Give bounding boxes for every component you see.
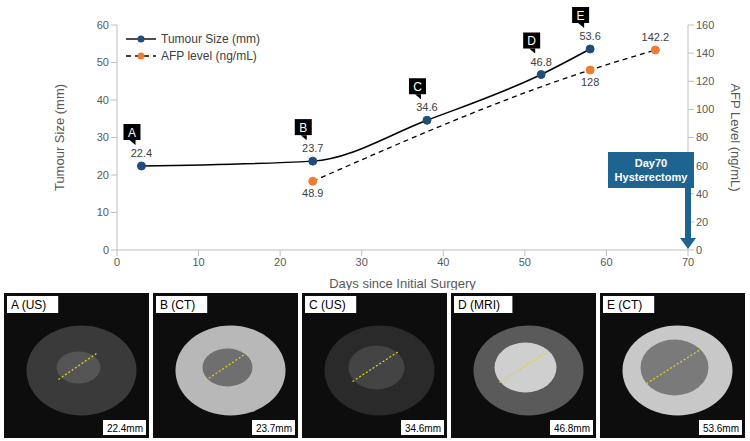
- html-text:Tumour Size (mm): Tumour Size (mm): [161, 31, 260, 46]
- svg-text:C (US): C (US): [309, 298, 346, 312]
- svg-text:30: 30: [356, 256, 368, 268]
- svg-text:D: D: [527, 34, 536, 48]
- svg-text:100: 100: [696, 103, 714, 115]
- svg-text:40: 40: [437, 256, 449, 268]
- svg-text:60: 60: [97, 19, 109, 31]
- svg-text:Hysterectomy: Hysterectomy: [615, 171, 689, 183]
- svg-text:80: 80: [696, 131, 708, 143]
- svg-text:53.6: 53.6: [579, 30, 600, 42]
- svg-text:Days since Initial Surgery: Days since Initial Surgery: [329, 276, 476, 290]
- svg-text:0: 0: [696, 244, 702, 256]
- svg-text:D (MRI): D (MRI): [458, 298, 500, 312]
- svg-text:22.4mm: 22.4mm: [107, 423, 143, 434]
- svg-text:128: 128: [581, 76, 599, 88]
- svg-text:48.9: 48.9: [302, 187, 323, 199]
- html-text:AFP level (ng/mL): AFP level (ng/mL): [161, 48, 257, 63]
- svg-text:C: C: [413, 80, 422, 94]
- svg-text:E: E: [577, 9, 585, 23]
- svg-text:20: 20: [274, 256, 286, 268]
- svg-text:50: 50: [97, 56, 109, 68]
- svg-text:AFP Level (ng/mL): AFP Level (ng/mL): [728, 83, 743, 191]
- svg-text:A (US): A (US): [11, 298, 46, 312]
- svg-text:142.2: 142.2: [642, 31, 670, 43]
- svg-text:20: 20: [97, 169, 109, 181]
- svg-text:40: 40: [97, 94, 109, 106]
- svg-text:60: 60: [600, 256, 612, 268]
- svg-text:0: 0: [103, 244, 109, 256]
- svg-text:20: 20: [696, 216, 708, 228]
- svg-text:120: 120: [696, 75, 714, 87]
- svg-text:E (CT): E (CT): [607, 298, 642, 312]
- svg-text:70: 70: [682, 256, 694, 268]
- svg-text:23.7mm: 23.7mm: [256, 423, 292, 434]
- svg-text:40: 40: [696, 188, 708, 200]
- svg-text:Day70: Day70: [635, 157, 667, 169]
- svg-text:160: 160: [696, 19, 714, 31]
- svg-text:10: 10: [97, 206, 109, 218]
- svg-text:60: 60: [696, 160, 708, 172]
- svg-text:53.6mm: 53.6mm: [703, 423, 739, 434]
- svg-text:23.7: 23.7: [302, 142, 323, 154]
- svg-text:B (CT): B (CT): [160, 298, 195, 312]
- svg-text:46.8: 46.8: [530, 56, 551, 68]
- svg-text:10: 10: [192, 256, 204, 268]
- svg-text:46.8mm: 46.8mm: [554, 423, 590, 434]
- svg-text:140: 140: [696, 47, 714, 59]
- svg-text:34.6mm: 34.6mm: [405, 423, 441, 434]
- svg-text:B: B: [299, 121, 307, 135]
- svg-text:22.4: 22.4: [131, 147, 152, 159]
- svg-text:50: 50: [519, 256, 531, 268]
- svg-text:Tumour Size (mm): Tumour Size (mm): [52, 84, 67, 191]
- svg-text:30: 30: [97, 131, 109, 143]
- svg-text:34.6: 34.6: [416, 101, 437, 113]
- svg-text:0: 0: [114, 256, 120, 268]
- svg-text:A: A: [128, 126, 136, 140]
